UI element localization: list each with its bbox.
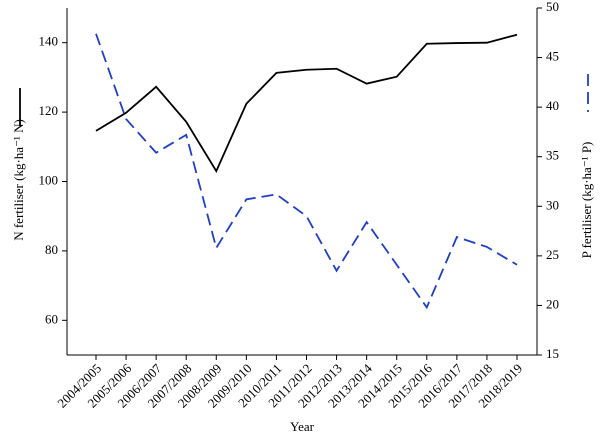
y2-tick-label: 25 (546, 247, 559, 262)
y2-tick-label: 50 (546, 0, 559, 14)
y-tick-label: 140 (39, 34, 59, 49)
series-line (95, 33, 518, 174)
y2-tick-label: 35 (546, 148, 559, 163)
y2-tick-label: 30 (546, 197, 559, 212)
y-axis-label: N fertiliser (kg·ha⁻¹ N) (11, 119, 26, 241)
y2-tick-label: 20 (546, 296, 559, 311)
series-line (95, 33, 518, 310)
y2-tick-label: 15 (546, 346, 559, 361)
y2-tick-label: 45 (546, 49, 559, 64)
y2-axis-label: P fertiliser (kg·ha⁻¹ P) (579, 142, 594, 259)
y2-tick-label: 40 (546, 98, 559, 113)
y-tick-label: 100 (39, 172, 59, 187)
y-tick-label: 60 (45, 311, 58, 326)
x-axis-label: Year (290, 419, 315, 434)
y-tick-label: 120 (39, 103, 59, 118)
y-tick-label: 80 (45, 242, 58, 257)
